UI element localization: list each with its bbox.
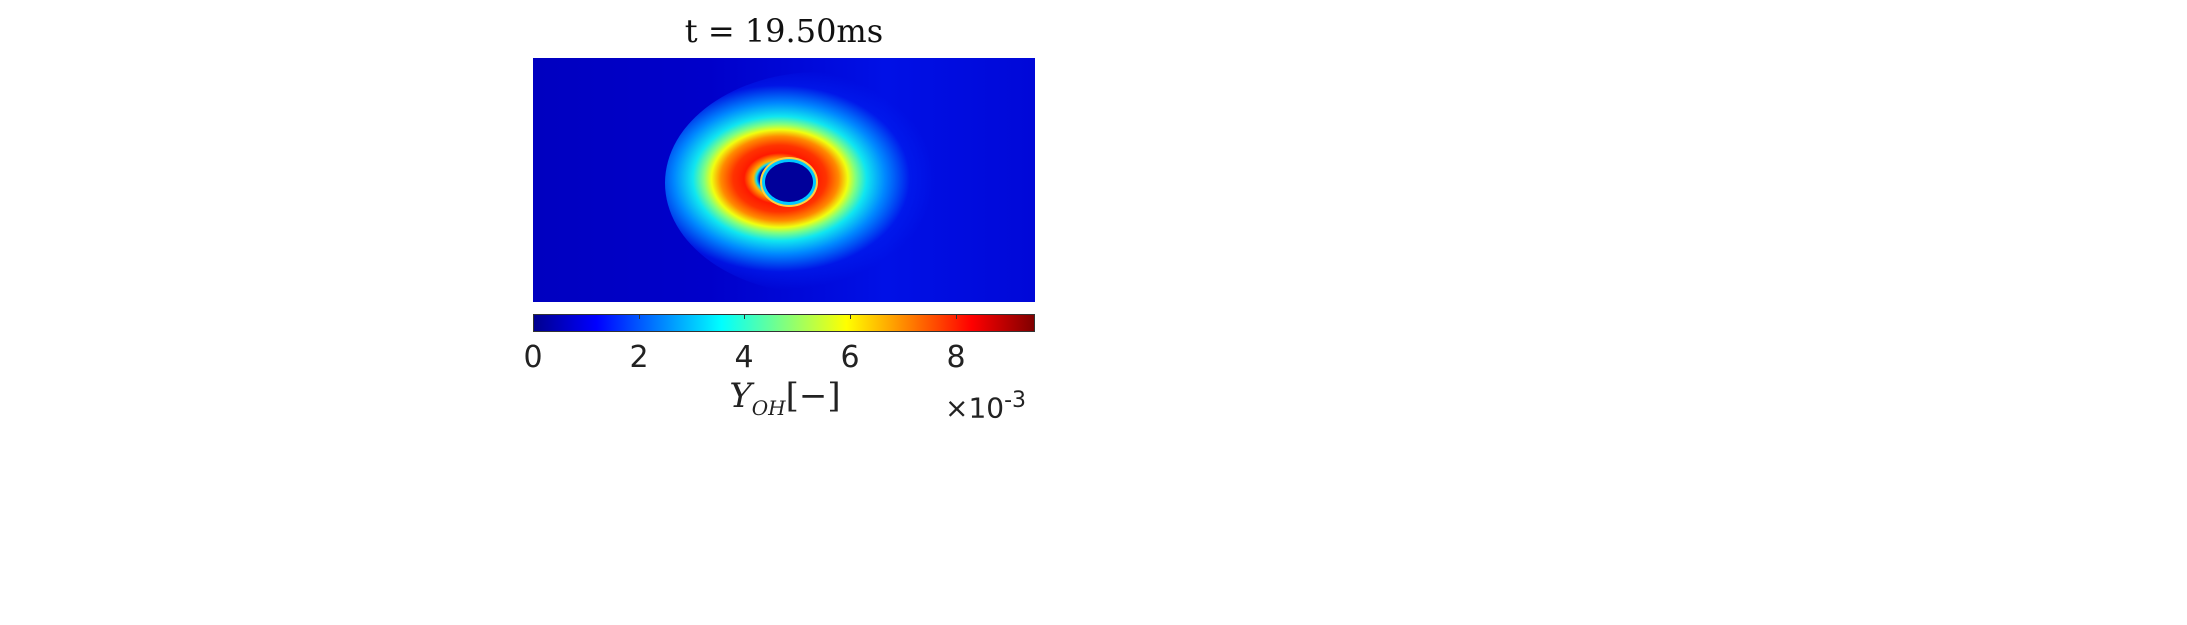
colorbar-tick-mark [533, 314, 534, 319]
colorbar-tick-mark [956, 314, 957, 319]
colorbar-tick-label: 4 [734, 340, 754, 375]
colorbar-tick-label: 0 [523, 340, 543, 375]
colorbar-tick-mark [744, 314, 745, 319]
colorbar-multiplier-exp: -3 [1004, 388, 1027, 413]
colorbar-tick-label: 2 [629, 340, 649, 375]
colorbar-tick-label: 8 [946, 340, 966, 375]
colorbar-multiplier: ×10-3 [945, 388, 1026, 424]
colorbar-tick-mark [639, 314, 640, 319]
colorbar-label: YOH[−] [700, 376, 870, 420]
colorbar-label-sub: OH [751, 395, 786, 420]
colorbar-label-main: Y [729, 376, 752, 416]
unburnt-core [765, 162, 813, 202]
colorbar-multiplier-base: ×10 [945, 391, 1005, 425]
colorbar-tick-mark [850, 314, 851, 319]
chart-title: t = 19.50ms [684, 12, 884, 50]
colorbar-label-suffix: [−] [785, 376, 841, 416]
colorbar-tick-label: 6 [840, 340, 860, 375]
colorbar [533, 314, 1035, 332]
oh-reaction-zone [665, 72, 975, 294]
oh-mass-fraction-field [533, 58, 1035, 302]
